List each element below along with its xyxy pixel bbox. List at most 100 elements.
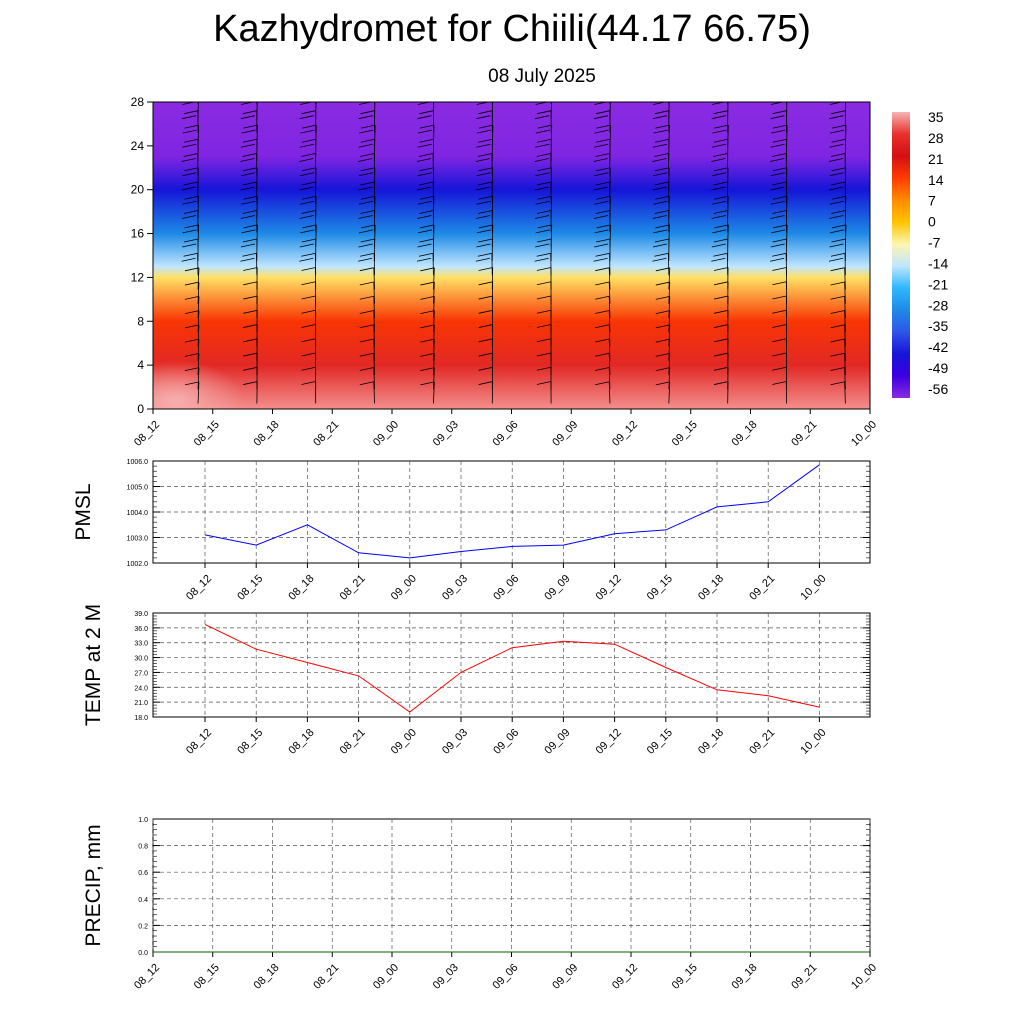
x-tick-label: 08_18 bbox=[286, 727, 316, 757]
wind-barb bbox=[197, 125, 200, 147]
wind-barb-flag bbox=[714, 97, 728, 100]
wind-barb-flag bbox=[712, 229, 727, 234]
wind-barb-flag bbox=[358, 215, 373, 219]
x-tick-label: 08_21 bbox=[311, 962, 341, 992]
wind-barb-flag bbox=[595, 310, 610, 314]
wind-barb-flag bbox=[831, 181, 846, 186]
colorbar-label: -14 bbox=[928, 255, 948, 271]
wind-barb-flag bbox=[655, 324, 670, 329]
wind-barb-flag bbox=[713, 181, 728, 186]
y-tick-label: 16 bbox=[131, 227, 145, 241]
y-tick-label: 0.4 bbox=[138, 897, 148, 904]
wind-barb bbox=[668, 310, 671, 333]
wind-barb bbox=[668, 125, 670, 147]
wind-barb-flag bbox=[593, 186, 608, 191]
x-tick-label: 08_12 bbox=[184, 573, 214, 603]
wind-barb-flag bbox=[243, 381, 258, 385]
wind-barb-flag bbox=[772, 181, 787, 186]
x-tick-label: 09_06 bbox=[491, 727, 521, 757]
wind-barb-flag bbox=[302, 82, 316, 85]
wind-barb-flag bbox=[359, 129, 374, 134]
wind-barb-flag bbox=[714, 82, 728, 85]
wind-barb bbox=[197, 224, 199, 247]
wind-barb-flag bbox=[713, 110, 728, 115]
wind-barb-flag bbox=[417, 172, 432, 177]
wind-barb-flag bbox=[770, 143, 785, 148]
x-tick-label: 09_15 bbox=[645, 573, 675, 603]
wind-barb-flag bbox=[770, 200, 786, 205]
wind-barb-flag bbox=[772, 366, 787, 371]
wind-barb bbox=[433, 353, 435, 376]
wind-barb-flag bbox=[771, 229, 786, 234]
wind-barb bbox=[373, 367, 375, 390]
x-tick-label: 08_15 bbox=[235, 727, 265, 757]
wind-barb bbox=[315, 125, 317, 147]
wind-barb-flag bbox=[299, 257, 314, 262]
wind-barb-flag bbox=[242, 110, 257, 115]
wind-barb-flag bbox=[829, 115, 844, 120]
wind-barb-flag bbox=[184, 82, 198, 85]
wind-barb-flag bbox=[241, 129, 256, 134]
wind-barb bbox=[197, 296, 200, 319]
wind-barb-flag bbox=[655, 267, 670, 272]
wind-barb-flag bbox=[655, 310, 670, 314]
wind-barb bbox=[374, 125, 376, 147]
x-tick-label: 09_21 bbox=[747, 727, 777, 757]
wind-barb-flag bbox=[535, 200, 550, 205]
wind-barb-flag bbox=[831, 138, 846, 143]
wind-barb bbox=[433, 367, 435, 390]
wind-barb-flag bbox=[831, 238, 846, 243]
wind-barb-flag bbox=[299, 115, 314, 120]
wind-barb-flag bbox=[535, 115, 550, 120]
wind-barb-flag bbox=[182, 87, 196, 90]
wind-barb bbox=[491, 224, 494, 247]
wind-barb-flag bbox=[770, 158, 785, 162]
wind-barb-flag bbox=[478, 352, 493, 357]
pmsl-panel: 1002.0 1003.0 1004.0 1005.0 1006.0 08_12 08_15… bbox=[72, 459, 871, 603]
wind-barb-flag bbox=[536, 366, 552, 371]
wind-barb-flag bbox=[534, 257, 549, 262]
wind-barb-flag bbox=[478, 295, 493, 300]
wind-barb-flag bbox=[652, 186, 667, 191]
wind-barb-flag bbox=[182, 129, 197, 134]
x-tick-label: 09_12 bbox=[594, 727, 624, 757]
wind-barb-flag bbox=[476, 172, 491, 177]
wind-barb bbox=[609, 224, 611, 247]
wind-barb-flag bbox=[830, 338, 845, 343]
wind-barb-flag bbox=[829, 243, 844, 248]
wind-barb-flag bbox=[301, 352, 316, 357]
wind-barb-flag bbox=[534, 158, 549, 162]
colorbar-label: -49 bbox=[928, 360, 948, 376]
wind-barb-flag bbox=[596, 224, 611, 229]
wind-barb-flag bbox=[595, 338, 610, 343]
wind-barb-flag bbox=[830, 252, 846, 257]
wind-barb-flag bbox=[830, 153, 846, 157]
wind-barb-flag bbox=[301, 138, 316, 143]
wind-barb-flag bbox=[713, 338, 729, 343]
wind-barb-flag bbox=[184, 310, 200, 314]
wind-barb-flag bbox=[301, 295, 316, 300]
x-tick-label: 09_06 bbox=[491, 962, 521, 992]
wind-barb-flag bbox=[182, 243, 197, 248]
wind-barb-flag bbox=[182, 143, 197, 148]
wind-barb-flag bbox=[419, 195, 434, 200]
wind-barb-flag bbox=[652, 158, 667, 162]
wind-barb-flag bbox=[772, 324, 787, 328]
x-tick-label: 10_00 bbox=[849, 419, 879, 449]
wind-barb bbox=[433, 296, 435, 319]
wind-barb-flag bbox=[243, 295, 258, 300]
wind-barb-flag bbox=[771, 129, 786, 134]
y-tick-label: 33.0 bbox=[134, 641, 148, 648]
wind-barb-flag bbox=[537, 138, 552, 143]
wind-barb bbox=[608, 267, 611, 290]
y-tick-label: 4 bbox=[137, 358, 144, 372]
wind-barb-flag bbox=[655, 367, 670, 371]
wind-barb-flag bbox=[359, 295, 374, 300]
wind-barb-flag bbox=[301, 210, 316, 214]
wind-barb-flag bbox=[536, 252, 551, 257]
colorbar-label: 35 bbox=[928, 109, 944, 125]
wind-barb-flag bbox=[300, 229, 315, 234]
wind-barb-flag bbox=[536, 338, 552, 343]
wind-barb-flag bbox=[536, 309, 552, 314]
wind-barb-flag bbox=[243, 352, 258, 357]
